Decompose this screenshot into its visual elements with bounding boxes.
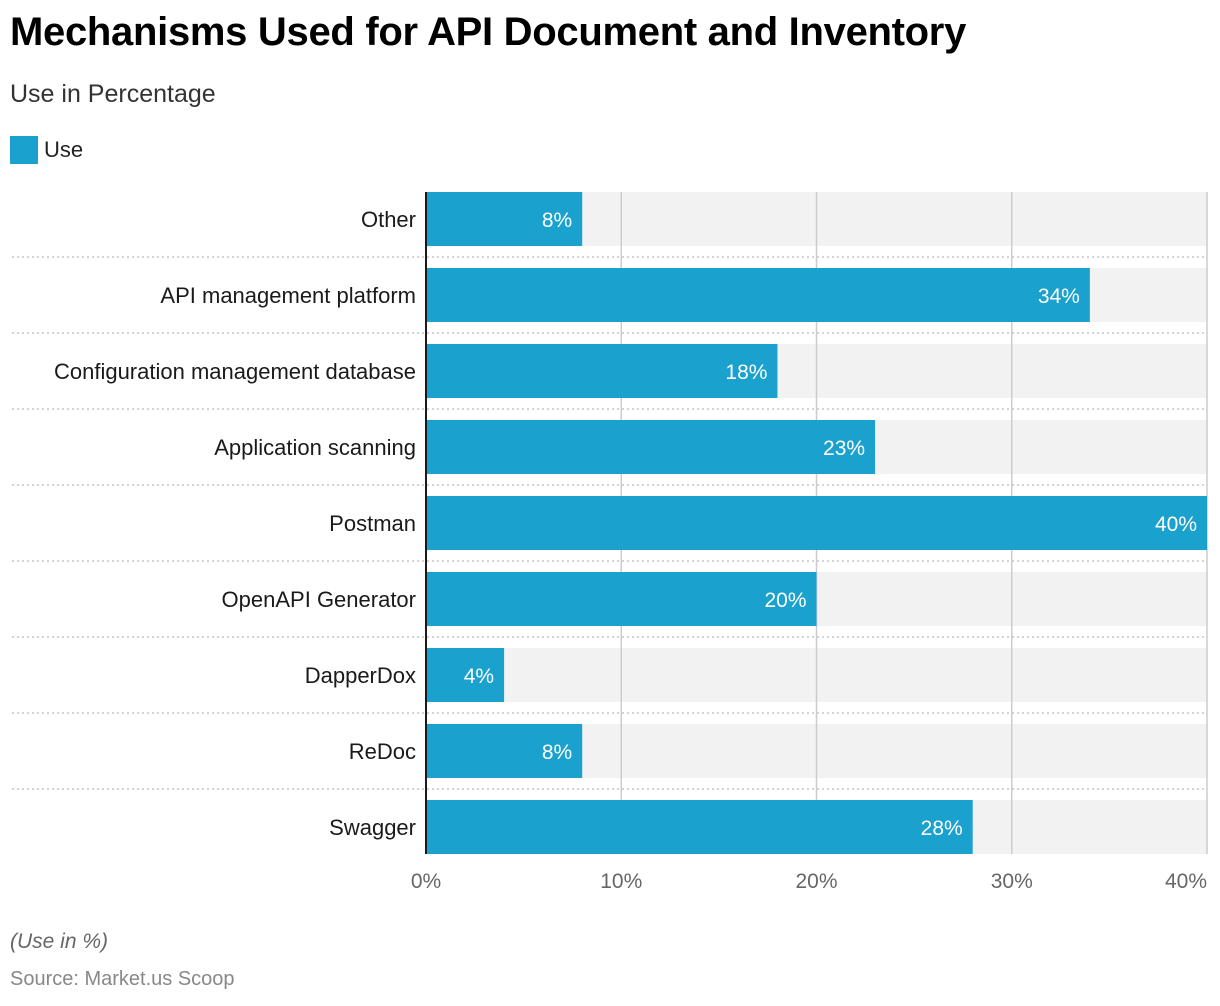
bar bbox=[426, 268, 1090, 322]
bar bbox=[426, 572, 817, 626]
bar-value-label: 34% bbox=[1038, 285, 1080, 308]
bar-value-label: 23% bbox=[823, 437, 865, 460]
footnote: (Use in %) bbox=[10, 930, 109, 953]
bar-value-label: 8% bbox=[542, 741, 572, 764]
bar-value-label: 4% bbox=[464, 665, 494, 688]
category-label: Other bbox=[361, 207, 416, 232]
legend-label: Use bbox=[44, 137, 84, 162]
x-tick-label: 20% bbox=[795, 870, 837, 893]
category-label: OpenAPI Generator bbox=[222, 587, 416, 612]
bar bbox=[426, 724, 583, 778]
category-label: ReDoc bbox=[349, 739, 416, 764]
x-tick-label: 30% bbox=[991, 870, 1033, 893]
source-text: Source: Market.us Scoop bbox=[10, 968, 235, 990]
x-tick-label: 40% bbox=[1165, 870, 1207, 893]
bar-value-label: 28% bbox=[921, 817, 963, 840]
bar bbox=[426, 344, 778, 398]
category-label: Swagger bbox=[329, 815, 416, 840]
category-label: API management platform bbox=[160, 283, 416, 308]
bar-value-label: 18% bbox=[725, 361, 767, 384]
chart-title: Mechanisms Used for API Document and Inv… bbox=[10, 10, 967, 54]
bar bbox=[426, 648, 505, 702]
category-label: Configuration management database bbox=[54, 359, 416, 384]
bar bbox=[426, 192, 583, 246]
category-labels: Other API management platform Configuratio… bbox=[54, 207, 416, 840]
bar-chart: 8% 34% 18% 23% 40% 20% 4% 8% 28% Other API manage… bbox=[12, 192, 1208, 893]
chart-subtitle: Use in Percentage bbox=[10, 80, 216, 108]
legend: Use bbox=[10, 136, 83, 164]
bar bbox=[426, 420, 876, 474]
category-label: Postman bbox=[329, 511, 416, 536]
x-tick-label: 0% bbox=[411, 870, 441, 893]
x-tick-label: 10% bbox=[600, 870, 642, 893]
category-label: DapperDox bbox=[305, 663, 416, 688]
bar-value-label: 8% bbox=[542, 209, 572, 232]
bar bbox=[426, 496, 1207, 550]
bars: 8% 34% 18% 23% 40% 20% 4% 8% 28% bbox=[426, 192, 1207, 854]
x-axis-ticks: 0% 10% 20% 30% 40% bbox=[411, 192, 1207, 893]
legend-swatch bbox=[10, 136, 38, 164]
bar bbox=[426, 800, 973, 854]
bar-value-label: 40% bbox=[1155, 513, 1197, 536]
bar-value-label: 20% bbox=[764, 589, 806, 612]
category-label: Application scanning bbox=[214, 435, 416, 460]
